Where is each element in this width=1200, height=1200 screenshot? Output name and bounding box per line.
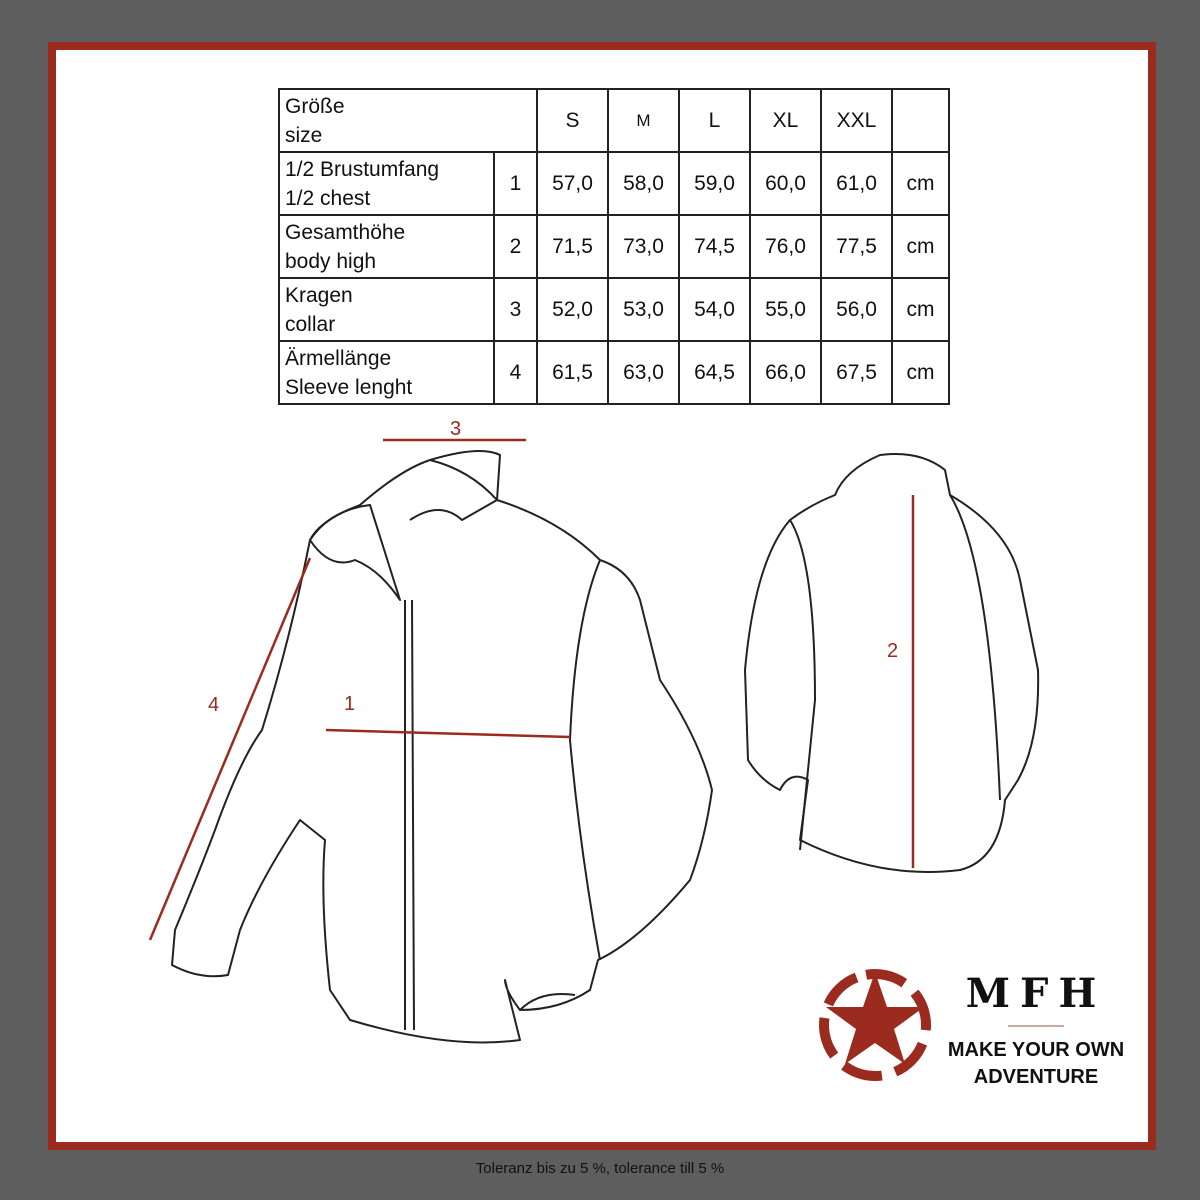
size-xxl: XXL <box>820 88 893 153</box>
measure-label-4: 4 <box>208 694 219 716</box>
measure-name-de: 1/2 Brustumfang <box>285 157 440 181</box>
front-jacket-outline <box>171 450 713 1044</box>
measure-value: 76,0 <box>749 214 822 279</box>
measure-number: 3 <box>493 277 538 342</box>
measure-value: 53,0 <box>607 277 680 342</box>
brand-block: MFH MAKE YOUR OWN ADVENTURE <box>941 970 1131 1091</box>
size-l: L <box>678 88 751 153</box>
size-label-en: size <box>285 123 323 147</box>
measure-unit: cm <box>891 214 950 279</box>
measure-number: 2 <box>493 214 538 279</box>
back-sleeve-seams <box>789 494 1001 851</box>
unit-header <box>891 88 950 153</box>
measure-value: 59,0 <box>678 151 751 216</box>
table-header-row: Größe size S M L XL XXL <box>278 88 950 153</box>
measure-label-3: 3 <box>450 418 461 440</box>
measure-name: Gesamthöhe body high <box>278 214 495 279</box>
measure-value: 52,0 <box>536 277 609 342</box>
measure-name: 1/2 Brustumfang 1/2 chest <box>278 151 495 216</box>
table-row: Gesamthöhe body high 2 71,5 73,0 74,5 76,0 77,5… <box>278 214 950 279</box>
measure-value: 58,0 <box>607 151 680 216</box>
jacket-diagram: 3 1 4 2 <box>148 418 1040 1081</box>
brand-tagline-2: ADVENTURE <box>973 1066 1099 1088</box>
measure-name-en: collar <box>285 312 336 336</box>
measure-line-1 <box>325 728 571 739</box>
measure-value: 77,5 <box>820 214 893 279</box>
tolerance-note: Toleranz bis zu 5 %, tolerance till 5 % <box>475 1160 725 1177</box>
measure-name-en: 1/2 chest <box>285 186 371 210</box>
measure-label-2: 2 <box>887 640 898 662</box>
measure-value: 71,5 <box>536 214 609 279</box>
front-zipper <box>404 599 415 1031</box>
table-row: Ärmellänge Sleeve lenght 4 61,5 63,0 64,5 66,0… <box>278 340 950 405</box>
measure-unit: cm <box>891 151 950 216</box>
measure-name-en: Sleeve lenght <box>285 375 413 399</box>
size-header: Größe size <box>278 88 538 153</box>
measure-value: 64,5 <box>678 340 751 405</box>
measure-unit: cm <box>891 277 950 342</box>
size-label-de: Größe <box>285 94 345 118</box>
measure-value: 61,5 <box>536 340 609 405</box>
measure-unit: cm <box>891 340 950 405</box>
measure-value: 56,0 <box>820 277 893 342</box>
measure-name-en: body high <box>285 249 377 273</box>
size-s: S <box>536 88 609 153</box>
measure-value: 54,0 <box>678 277 751 342</box>
front-sleeve-seam <box>519 559 601 1011</box>
measure-value: 74,5 <box>678 214 751 279</box>
measure-name-de: Ärmellänge <box>285 346 392 370</box>
brand-tagline-1: MAKE YOUR OWN <box>947 1039 1125 1061</box>
measure-value: 67,5 <box>820 340 893 405</box>
brand-logo: MFH <box>965 970 1107 1017</box>
measure-line-4 <box>148 557 312 941</box>
table-row: 1/2 Brustumfang 1/2 chest 1 57,0 58,0 59,0 60,… <box>278 151 950 216</box>
measure-value: 60,0 <box>749 151 822 216</box>
size-table: Größe size S M L XL XXL 1/2 Brustumfang 1/… <box>278 88 950 405</box>
measure-number: 1 <box>493 151 538 216</box>
measure-value: 55,0 <box>749 277 822 342</box>
measure-name: Ärmellänge Sleeve lenght <box>278 340 495 405</box>
measure-name-de: Gesamthöhe <box>285 220 406 244</box>
size-chart-frame: Größe size S M L XL XXL 1/2 Brustumfang 1/… <box>48 42 1156 1150</box>
measure-number: 4 <box>493 340 538 405</box>
back-jacket-outline <box>744 453 1040 873</box>
size-m: M <box>607 88 680 153</box>
star-in-dashed-circle-icon <box>819 968 931 1081</box>
measure-value: 61,0 <box>820 151 893 216</box>
measure-value: 73,0 <box>607 214 680 279</box>
measure-value: 63,0 <box>607 340 680 405</box>
size-xl: XL <box>749 88 822 153</box>
brand-divider <box>1008 1025 1064 1027</box>
front-collar <box>309 459 498 601</box>
table-row: Kragen collar 3 52,0 53,0 54,0 55,0 56,0 cm <box>278 277 950 342</box>
measure-label-1: 1 <box>344 693 355 715</box>
measure-name: Kragen collar <box>278 277 495 342</box>
measure-value: 66,0 <box>749 340 822 405</box>
measure-name-de: Kragen <box>285 283 353 307</box>
measure-value: 57,0 <box>536 151 609 216</box>
